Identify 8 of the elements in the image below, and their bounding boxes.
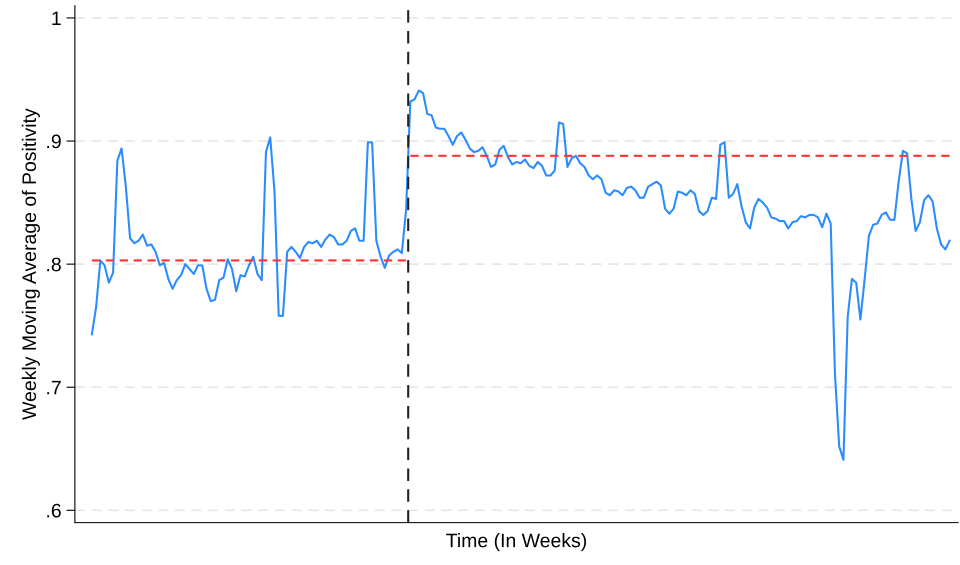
y-tick-label: .8 bbox=[47, 258, 61, 272]
y-tick-label: .6 bbox=[47, 504, 61, 518]
x-axis-title: Time (In Weeks) bbox=[446, 533, 586, 552]
line-series bbox=[90, 90, 951, 461]
y-axis-title: Weekly Moving Average of Positivity bbox=[22, 108, 40, 420]
y-tick-label: .9 bbox=[47, 134, 61, 148]
y-tick-label: 1 bbox=[52, 12, 61, 26]
y-tick-label: .7 bbox=[47, 380, 61, 394]
